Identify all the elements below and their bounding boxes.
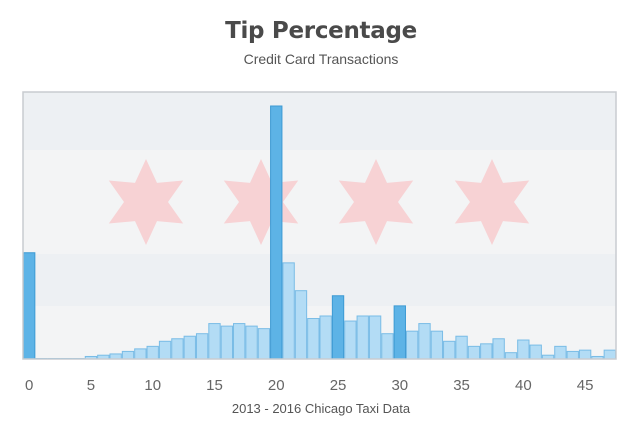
bar [554, 345, 567, 360]
bar [319, 315, 332, 360]
bar [467, 345, 481, 360]
bar [307, 318, 320, 360]
bar [578, 349, 592, 360]
bar [368, 315, 382, 360]
bar [270, 105, 283, 360]
x-tick-label: 35 [453, 377, 470, 394]
bar [282, 262, 295, 360]
bar [121, 350, 135, 360]
bar [405, 330, 419, 360]
bar [480, 343, 493, 360]
bar [146, 345, 159, 360]
bar [158, 340, 172, 360]
bar [208, 323, 221, 360]
x-tick-label: 45 [577, 377, 594, 394]
x-axis-label: 2013 - 2016 Chicago Taxi Data [231, 401, 411, 416]
bar [603, 349, 616, 360]
bar [134, 348, 147, 360]
x-tick-label: 20 [268, 377, 285, 394]
star-icon [338, 159, 414, 245]
x-tick-label: 10 [144, 377, 161, 394]
flag-band-bottom [23, 254, 616, 306]
star-icon [223, 159, 299, 245]
bar [381, 333, 394, 360]
plot-frame [22, 91, 617, 360]
star-icon [108, 159, 184, 245]
bar [443, 340, 456, 360]
bar [23, 252, 36, 360]
bar [529, 344, 542, 360]
bar [492, 338, 505, 360]
bar [356, 315, 369, 360]
bar [109, 353, 122, 360]
x-tick-label: 25 [330, 377, 347, 394]
bar [418, 323, 431, 360]
x-tick-label: 40 [515, 377, 532, 394]
x-tick-label: 0 [25, 377, 33, 394]
flag-band-top [23, 92, 616, 150]
bar [195, 333, 209, 360]
bar [233, 323, 246, 360]
x-tick-label: 5 [87, 377, 95, 394]
x-tick-label: 30 [391, 377, 408, 394]
bar [517, 339, 530, 360]
bar [344, 320, 357, 360]
bar [220, 325, 234, 360]
bar [504, 352, 518, 360]
bar [331, 295, 345, 360]
bar [455, 335, 468, 360]
bar [183, 335, 196, 360]
bar [257, 328, 271, 360]
x-tick-label: 15 [206, 377, 223, 394]
star-icon [454, 159, 530, 245]
bar [245, 325, 258, 360]
chart-subtitle: Credit Card Transactions [243, 51, 399, 67]
bar [393, 305, 406, 360]
bar [294, 290, 308, 360]
bar [430, 330, 444, 360]
bar [171, 338, 184, 360]
chart-title: Tip Percentage [225, 18, 417, 44]
bar [566, 350, 579, 360]
